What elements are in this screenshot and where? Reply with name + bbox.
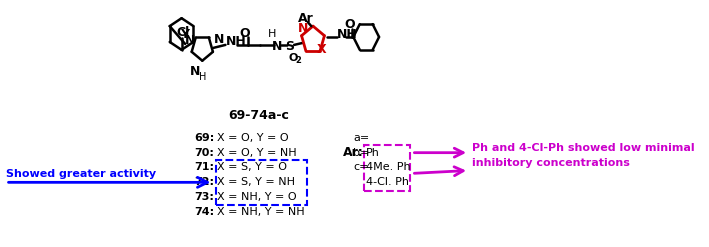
Text: 71:: 71: — [194, 163, 214, 172]
Text: H: H — [199, 72, 206, 82]
Text: O: O — [239, 26, 250, 40]
Text: 73:: 73: — [194, 192, 214, 202]
Text: 4Me. Ph: 4Me. Ph — [366, 163, 411, 172]
Text: 69-74a-c: 69-74a-c — [228, 109, 289, 122]
Text: 74:: 74: — [194, 207, 214, 217]
Text: Ph: Ph — [366, 148, 380, 158]
Text: NH: NH — [225, 35, 246, 48]
Text: Ph and 4-Cl-Ph showed low minimal: Ph and 4-Cl-Ph showed low minimal — [471, 143, 694, 153]
Text: 69:: 69: — [194, 133, 214, 143]
Text: 72:: 72: — [194, 177, 214, 187]
Text: X: X — [317, 43, 326, 56]
Text: X = NH, Y = NH: X = NH, Y = NH — [217, 207, 304, 217]
Text: N: N — [214, 33, 225, 46]
Text: O: O — [345, 18, 355, 31]
Text: inhibitory concentrations: inhibitory concentrations — [471, 158, 630, 167]
Text: X = S, Y = NH: X = S, Y = NH — [217, 177, 295, 187]
Text: X = O, Y = NH: X = O, Y = NH — [217, 148, 296, 158]
Text: a=: a= — [353, 133, 369, 143]
Text: N: N — [185, 34, 196, 47]
Text: NH: NH — [337, 27, 358, 41]
Text: S: S — [286, 40, 294, 53]
Text: X = O, Y = O: X = O, Y = O — [217, 133, 289, 143]
Text: b=: b= — [353, 148, 369, 158]
Text: O: O — [289, 53, 298, 63]
Text: X = NH, Y = O: X = NH, Y = O — [217, 192, 296, 202]
Text: Ar: Ar — [298, 12, 314, 25]
Text: 4-Cl. Ph: 4-Cl. Ph — [366, 177, 409, 187]
Text: Ar:: Ar: — [343, 146, 364, 159]
Text: N: N — [272, 40, 282, 53]
Text: 70:: 70: — [194, 148, 214, 158]
Text: N: N — [190, 65, 201, 78]
Text: N: N — [298, 21, 308, 35]
Text: c=: c= — [353, 163, 369, 172]
Text: X = S, Y = O: X = S, Y = O — [217, 163, 286, 172]
Text: Cl: Cl — [177, 25, 190, 39]
Text: 2: 2 — [295, 56, 301, 65]
Text: H: H — [267, 29, 276, 39]
Text: Y: Y — [180, 27, 189, 41]
Text: Showed greater activity: Showed greater activity — [6, 169, 156, 179]
